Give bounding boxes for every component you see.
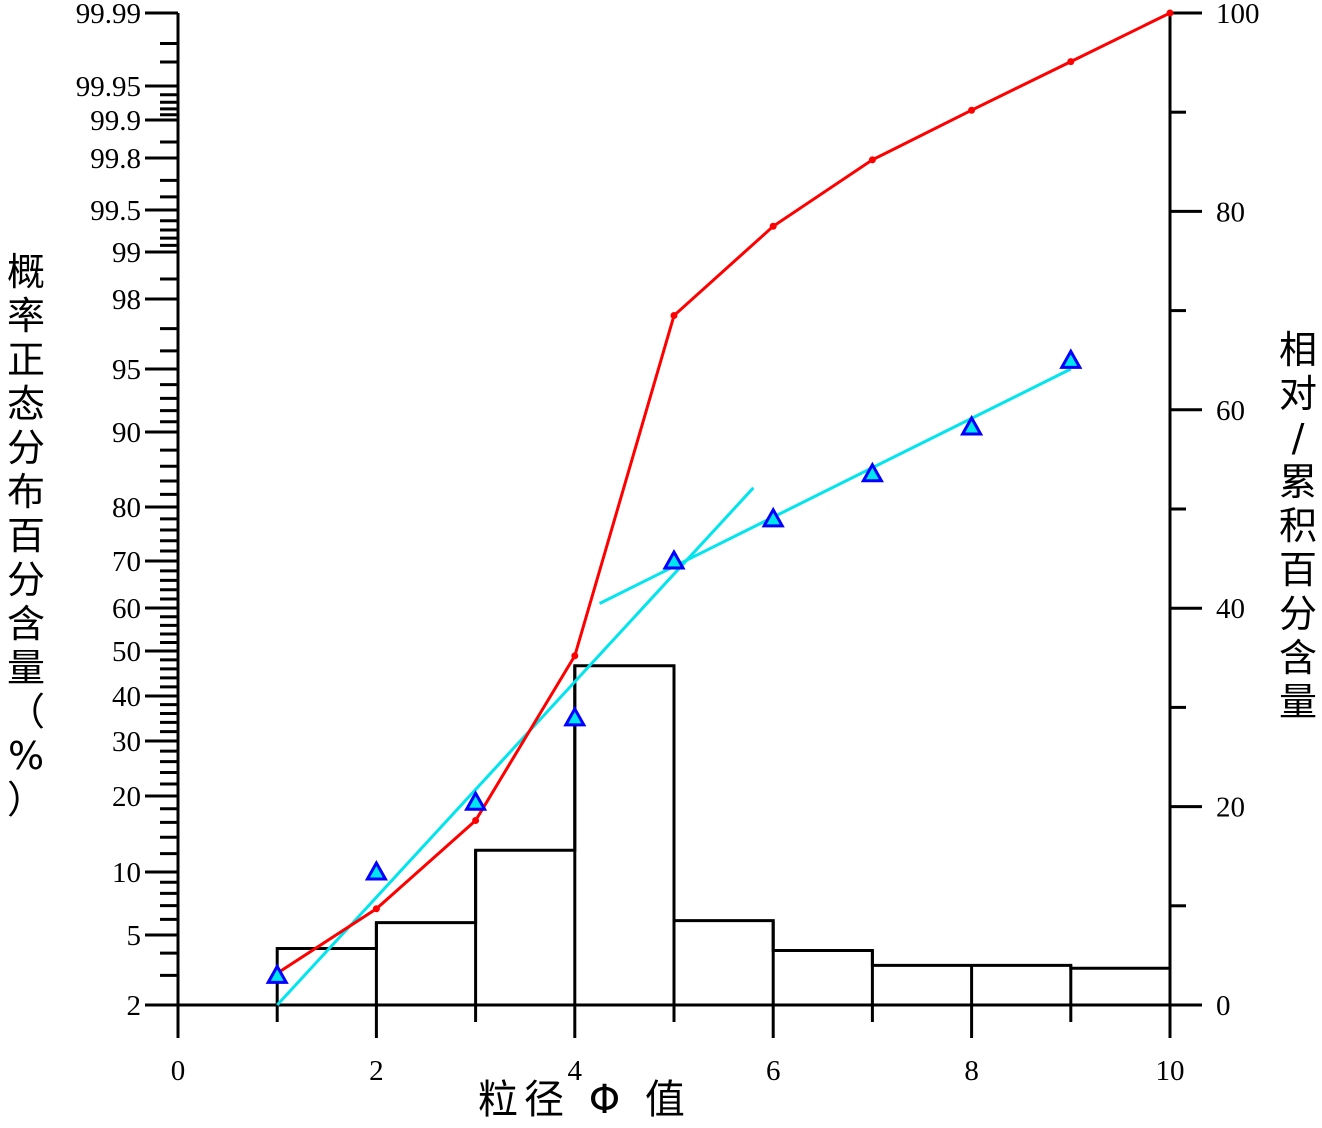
axis-title-char: ） bbox=[6, 778, 45, 822]
axis-title-char: % bbox=[7, 734, 45, 778]
axis-title-char: 概 bbox=[6, 250, 45, 294]
triangle-marker-icon bbox=[265, 963, 289, 984]
triangle-marker-icon bbox=[364, 859, 388, 881]
left-tick-label: 95 bbox=[112, 354, 141, 386]
cumulative-point bbox=[1166, 9, 1174, 17]
x-tick-label: 6 bbox=[766, 1055, 781, 1087]
left-tick-label: 60 bbox=[112, 593, 141, 625]
axis-title-char: 分 bbox=[6, 558, 45, 602]
cumulative-point bbox=[372, 905, 380, 913]
left-tick-label: 98 bbox=[112, 284, 141, 316]
axis-title-char: 对 bbox=[1278, 372, 1317, 416]
cumulative-point bbox=[670, 312, 678, 320]
cumulative-polyline bbox=[276, 11, 1171, 975]
fit-line bbox=[276, 486, 755, 1007]
left-tick-label: 10 bbox=[112, 857, 141, 889]
x-tick-label: 8 bbox=[964, 1055, 979, 1087]
axis-title-char: 正 bbox=[6, 338, 45, 382]
left-tick-label: 99.95 bbox=[76, 71, 141, 103]
left-tick-label: 20 bbox=[112, 781, 141, 813]
left-tick-label: 80 bbox=[112, 492, 141, 524]
left-tick-label: 99.99 bbox=[76, 0, 141, 30]
axes bbox=[145, 11, 1202, 1038]
x-tick-label: 4 bbox=[568, 1055, 583, 1087]
left-tick-label: 99 bbox=[112, 237, 141, 269]
x-axis-title: 粒径 Φ 值 bbox=[478, 1077, 691, 1123]
axis-title-char: 率 bbox=[6, 294, 45, 338]
axis-title-char: 量 bbox=[1278, 680, 1317, 724]
cumulative-point bbox=[1067, 58, 1075, 66]
axis-title-char: 分 bbox=[6, 426, 45, 470]
right-tick-label: 20 bbox=[1216, 792, 1245, 824]
left-tick-label: 99.9 bbox=[90, 105, 141, 137]
axis-title-char: 量 bbox=[6, 646, 45, 690]
cumulative-point bbox=[968, 106, 976, 114]
axis-title-char: 积 bbox=[1278, 504, 1317, 548]
left-axis-title: 概率正态分布百分含量（%） bbox=[4, 250, 48, 822]
left-tick-label: 2 bbox=[127, 990, 142, 1022]
axis-title-char: 分 bbox=[1278, 592, 1317, 636]
left-tick-label: 99.8 bbox=[90, 143, 141, 175]
triangle-marker-icon bbox=[960, 414, 984, 436]
cumulative-point bbox=[472, 816, 480, 824]
left-tick-label: 30 bbox=[112, 726, 141, 758]
cumulative-point bbox=[769, 222, 777, 230]
axis-title-char: （ bbox=[6, 690, 45, 734]
triangle-marker-icon bbox=[464, 790, 488, 811]
right-tick-label: 100 bbox=[1216, 0, 1260, 30]
cumulative-point bbox=[868, 156, 876, 164]
right-tick-label: 80 bbox=[1216, 196, 1245, 228]
right-axis-title: 相对 / 累积百分含量 bbox=[1276, 328, 1320, 724]
cumulative-line bbox=[273, 9, 1174, 977]
axis-title-char: 百 bbox=[1278, 548, 1317, 592]
right-tick-label: 0 bbox=[1216, 990, 1231, 1022]
left-tick-label: 70 bbox=[112, 546, 141, 578]
axis-title-char: 百 bbox=[6, 514, 45, 558]
axis-title-char: 布 bbox=[6, 470, 45, 514]
triangle-marker-icon bbox=[662, 548, 686, 570]
tick-labels: 99.9999.9599.999.899.5999895908070605040… bbox=[76, 0, 1260, 1087]
cumulative-point bbox=[571, 652, 579, 660]
left-tick-label: 99.5 bbox=[90, 195, 141, 227]
axis-title-char: 相 bbox=[1278, 328, 1317, 372]
axis-title-char: 含 bbox=[6, 602, 45, 646]
triangle-marker-icon bbox=[1059, 348, 1083, 369]
histogram-bars bbox=[275, 664, 1172, 1005]
right-tick-label: 40 bbox=[1216, 593, 1245, 625]
triangle-marker-icon bbox=[761, 506, 785, 528]
x-tick-label: 2 bbox=[369, 1055, 384, 1087]
axis-title-char: / bbox=[1291, 416, 1305, 460]
x-tick-label: 10 bbox=[1156, 1055, 1185, 1087]
triangle-marker-icon bbox=[563, 705, 587, 727]
histogram-outline bbox=[275, 664, 1172, 1005]
left-tick-label: 50 bbox=[112, 636, 141, 668]
left-tick-label: 40 bbox=[112, 681, 141, 713]
triangle-marker-icon bbox=[860, 461, 884, 483]
axis-title-char: 含 bbox=[1278, 636, 1317, 680]
x-tick-label: 0 bbox=[171, 1055, 186, 1087]
probability-markers bbox=[265, 348, 1083, 984]
axis-title-char: 累 bbox=[1278, 460, 1317, 504]
right-tick-label: 60 bbox=[1216, 395, 1245, 427]
axis-title-char: 态 bbox=[6, 382, 45, 426]
left-tick-label: 5 bbox=[127, 920, 142, 952]
left-tick-label: 90 bbox=[112, 417, 141, 449]
